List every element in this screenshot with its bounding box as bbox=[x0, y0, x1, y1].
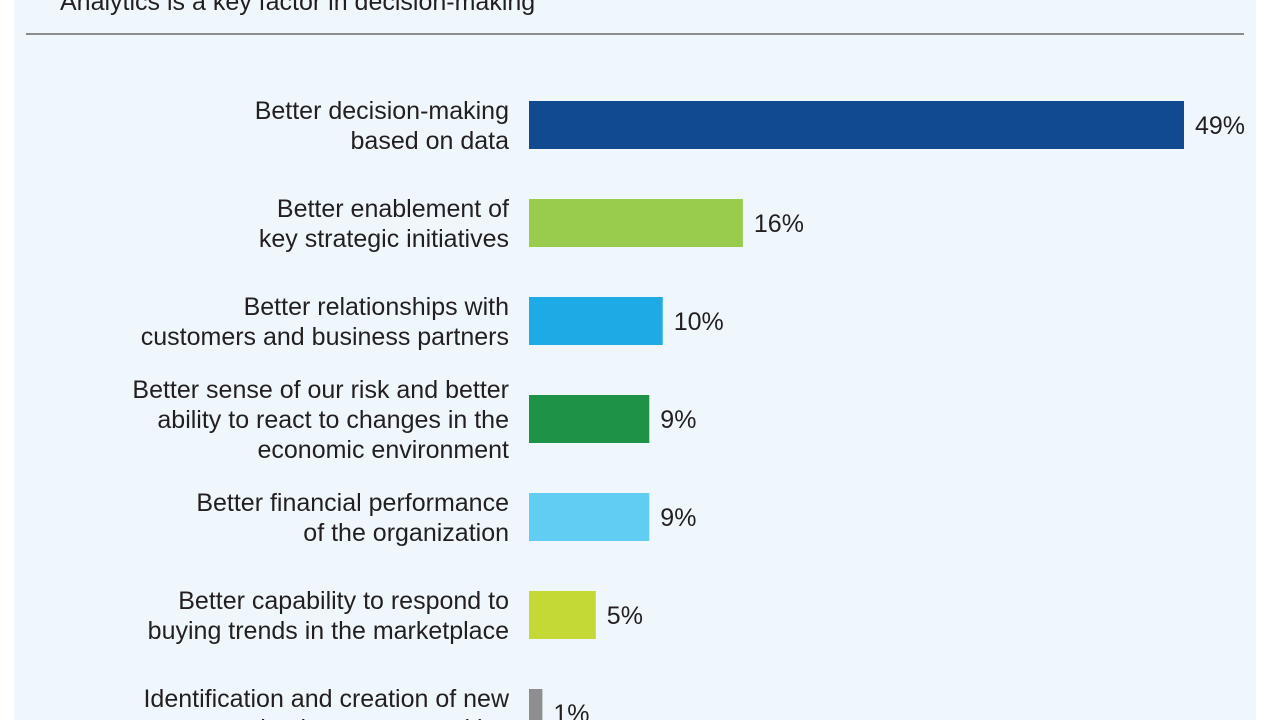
bar-4 bbox=[529, 395, 650, 443]
value-label-2: 16% bbox=[754, 210, 804, 238]
category-label-4-line-3: economic environment bbox=[257, 436, 509, 464]
category-label-1-line-1: Better decision-making bbox=[255, 97, 509, 125]
bar-2 bbox=[529, 199, 743, 247]
value-label-5: 9% bbox=[660, 504, 696, 532]
category-label-5-line-1: Better financial performance bbox=[196, 489, 509, 517]
category-label-6-line-2: buying trends in the marketplace bbox=[148, 617, 509, 645]
bar-1 bbox=[529, 101, 1184, 149]
category-label-3-line-1: Better relationships with bbox=[244, 293, 509, 321]
value-label-4: 9% bbox=[660, 406, 696, 434]
category-label-1-line-2: based on data bbox=[351, 127, 510, 155]
category-label-7-line-2: business opportunities bbox=[260, 715, 509, 720]
value-label-1: 49% bbox=[1195, 112, 1245, 140]
category-label-5-line-2: of the organization bbox=[303, 519, 509, 547]
bar-5 bbox=[529, 493, 650, 541]
category-label-4-line-1: Better sense of our risk and better bbox=[132, 376, 509, 404]
value-label-6: 5% bbox=[607, 602, 643, 630]
category-label-4-line-2: ability to react to changes in the bbox=[157, 406, 509, 434]
value-label-3: 10% bbox=[674, 308, 724, 336]
bar-6 bbox=[529, 591, 596, 639]
bar-7 bbox=[529, 689, 543, 720]
bar-3 bbox=[529, 297, 663, 345]
category-label-2-line-1: Better enablement of bbox=[277, 195, 509, 223]
category-label-7-line-1: Identification and creation of new bbox=[143, 685, 509, 713]
category-label-2-line-2: key strategic initiatives bbox=[259, 225, 509, 253]
title-divider bbox=[26, 33, 1244, 35]
chart-title: Analytics is a key factor in decision-ma… bbox=[60, 0, 536, 16]
category-label-6-line-1: Better capability to respond to bbox=[178, 587, 509, 615]
value-label-7: 1% bbox=[553, 700, 589, 720]
category-label-3-line-2: customers and business partners bbox=[141, 323, 509, 351]
